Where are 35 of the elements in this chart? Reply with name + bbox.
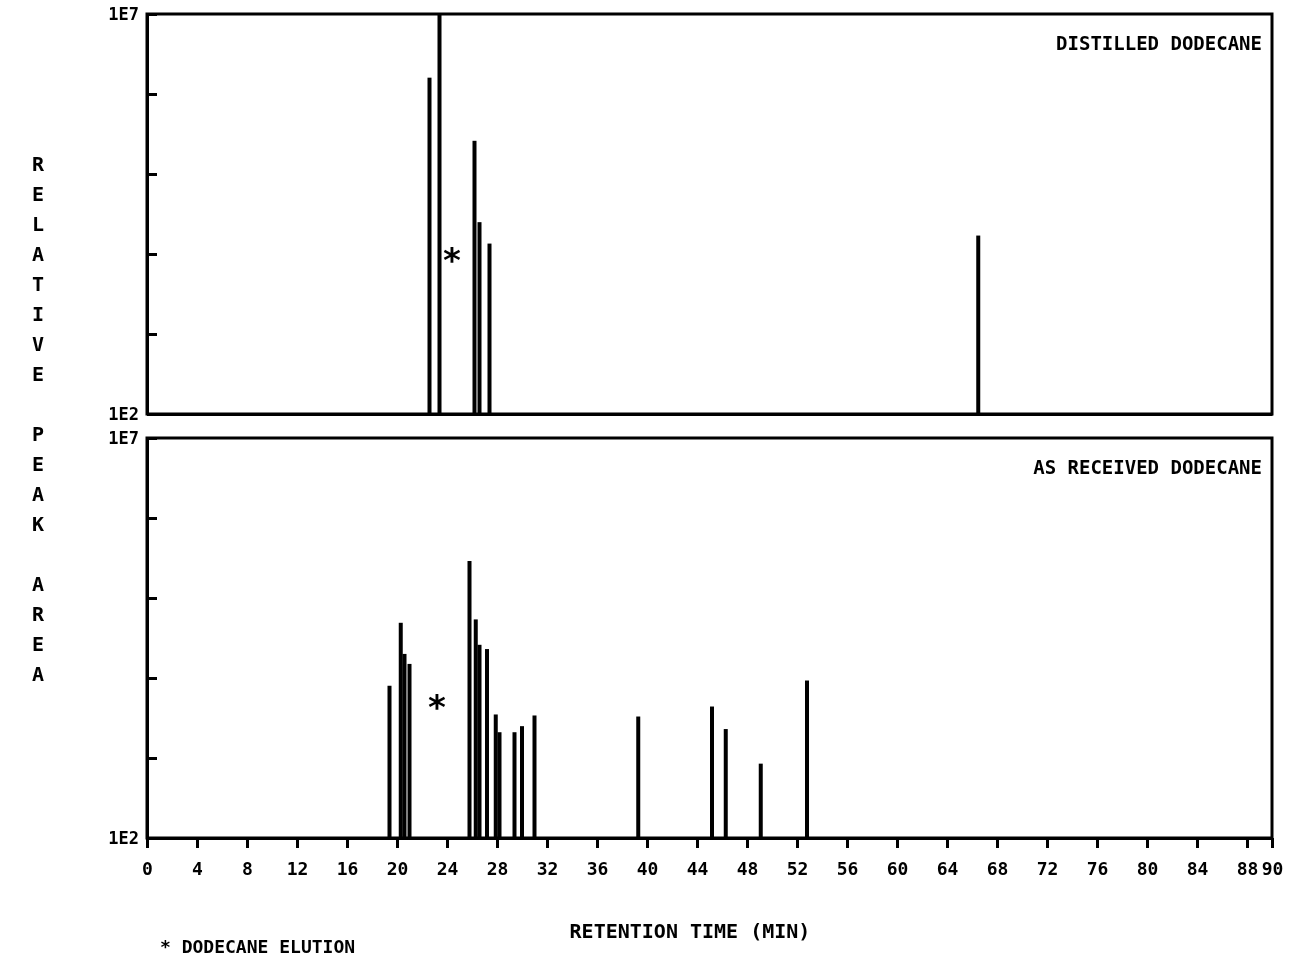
x-tick-label: 88	[1236, 857, 1259, 879]
x-tick-label: 44	[686, 857, 709, 879]
x-tick-label: 76	[1086, 857, 1109, 879]
x-tick-label: 68	[986, 857, 1009, 879]
text: * DODECANE ELUTION	[160, 936, 356, 957]
x-tick-label: 20	[386, 857, 409, 879]
x-tick-label: 36	[586, 857, 609, 879]
x-tick-label: 12	[286, 857, 309, 879]
y-tick-label: 1E7	[108, 427, 139, 448]
x-tick-label: 48	[736, 857, 759, 879]
x-tick-label: 80	[1136, 857, 1159, 879]
x-tick-label: 0	[142, 857, 153, 879]
x-tick-label: 32	[536, 857, 559, 879]
x-tick-label: 60	[886, 857, 909, 879]
annotation: *	[426, 687, 448, 727]
x-tick-label: 64	[936, 857, 959, 879]
x-tick-label: 56	[836, 857, 859, 879]
text: AS RECEIVED DODECANE	[1033, 456, 1262, 478]
annotation: *	[441, 240, 463, 280]
x-tick-label: 52	[786, 857, 809, 879]
x-axis-title: RETENTION TIME (MIN)	[569, 919, 811, 943]
x-tick-label: 72	[1036, 857, 1059, 879]
x-tick-label: 4	[192, 857, 204, 879]
x-tick-label: 28	[486, 857, 509, 879]
x-tick-label: 40	[636, 857, 659, 879]
x-tick-label: 90	[1261, 857, 1284, 879]
text: RELATIVE PEAK AREA	[31, 152, 45, 686]
x-tick-label: 16	[336, 857, 359, 879]
x-tick-label: 8	[242, 857, 253, 879]
y-tick-label: 1E2	[108, 403, 139, 424]
y-tick-label: 1E2	[108, 827, 139, 848]
x-tick-label: 84	[1186, 857, 1209, 879]
text: DISTILLED DODECANE	[1056, 32, 1262, 54]
x-tick-label: 24	[436, 857, 459, 879]
y-tick-label: 1E7	[108, 3, 139, 24]
